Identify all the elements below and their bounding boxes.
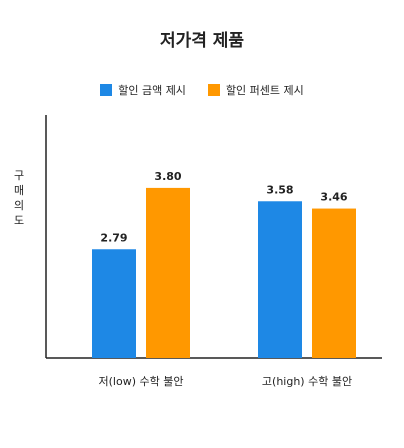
bar-value-label: 2.79 [100, 231, 127, 244]
legend-item-series-1: 할인 금액 제시 [100, 82, 186, 98]
bar-2-1 [146, 187, 190, 358]
bar-2-2 [312, 208, 356, 358]
y-axis-label-char: 도 [13, 214, 25, 227]
bar-value-label: 3.46 [320, 191, 347, 204]
legend-label: 할인 금액 제시 [118, 84, 186, 97]
y-axis-label-char: 매 [13, 184, 25, 197]
legend-swatch-orange [207, 84, 220, 96]
x-tick-label: 저(low) 수학 불안 [99, 375, 184, 388]
bar-value-label: 3.58 [266, 183, 293, 196]
legend-item-series-2: 할인 퍼센트 제시 [207, 82, 304, 98]
y-axis-label-char: 의 [13, 199, 25, 212]
y-axis-label-char: 구 [13, 169, 25, 182]
bar-1-2 [258, 201, 302, 358]
chart-title: 저가격 제품 [159, 31, 245, 51]
legend: 할인 금액 제시 할인 퍼센트 제시 [0, 82, 404, 98]
bar-value-label: 3.80 [154, 170, 181, 183]
x-tick-label: 고(high) 수학 불안 [262, 375, 352, 388]
legend-label: 할인 퍼센트 제시 [225, 84, 304, 97]
legend-swatch-blue [100, 84, 113, 96]
bar-1-1 [92, 249, 136, 358]
